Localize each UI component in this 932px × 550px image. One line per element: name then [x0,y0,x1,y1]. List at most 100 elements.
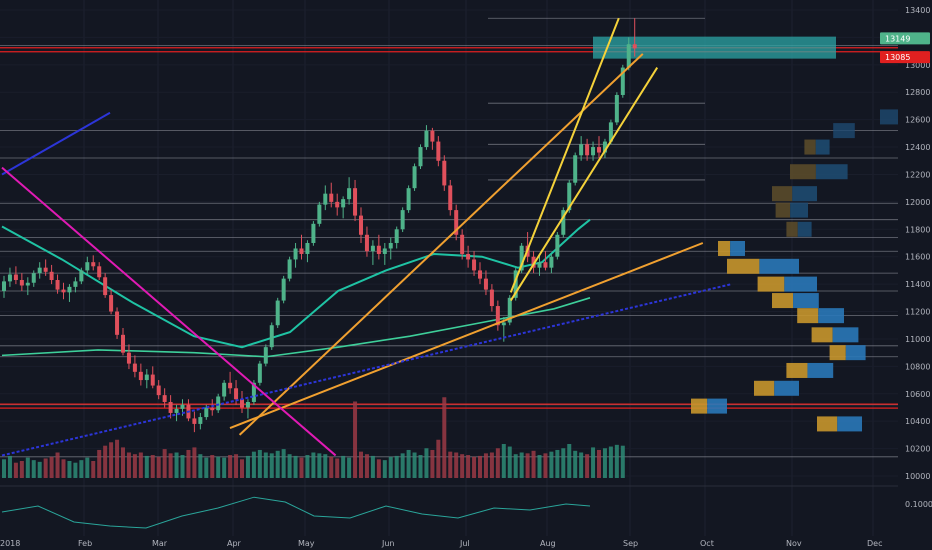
candle-body[interactable] [466,253,471,260]
candle-body[interactable] [269,325,274,348]
candle-body[interactable] [454,210,459,235]
candle-body[interactable] [376,245,381,254]
candle-body[interactable] [299,248,304,254]
candle-body[interactable] [483,278,488,290]
candle-body[interactable] [573,155,578,183]
candle-body[interactable] [311,223,316,243]
candle-body[interactable] [126,352,131,364]
candle-body[interactable] [382,248,387,254]
trendline-yellow[interactable] [509,17,620,293]
candle-body[interactable] [537,262,542,268]
candle-body[interactable] [597,147,601,153]
candle-body[interactable] [400,210,405,230]
candle-body[interactable] [335,201,340,208]
candle-body[interactable] [406,188,411,211]
trendline-blue[interactable] [1,111,111,176]
trendlines[interactable] [1,17,732,457]
candle-body[interactable] [251,382,256,402]
candle-body[interactable] [257,363,262,383]
candle-body[interactable] [25,282,30,286]
candle-body[interactable] [591,147,596,156]
candle-body[interactable] [85,262,90,271]
candle-body[interactable] [31,273,36,283]
trendline-yellow[interactable] [509,67,659,302]
candle-body[interactable] [579,144,584,156]
candle-body[interactable] [115,311,120,335]
candle-body[interactable] [67,286,72,293]
candle-body[interactable] [614,94,619,123]
trendline-orange[interactable] [238,53,644,436]
candle-body[interactable] [424,130,429,148]
candle-body[interactable] [103,277,108,296]
candle-body[interactable] [7,274,12,282]
candle-body[interactable] [329,193,334,202]
candle-body[interactable] [79,270,84,282]
candle-body[interactable] [388,243,393,249]
candle-body[interactable] [222,382,227,397]
candle-body[interactable] [412,166,417,189]
candle-body[interactable] [442,160,447,186]
candle-body[interactable] [198,417,203,424]
candle-body[interactable] [460,234,465,254]
candle-body[interactable] [620,67,625,95]
candle-body[interactable] [602,141,607,153]
candle-body[interactable] [317,204,322,224]
candle-body[interactable] [43,267,48,272]
candle-body[interactable] [210,407,215,411]
candle-body[interactable] [37,267,42,274]
candle-body[interactable] [394,229,399,243]
candle-body[interactable] [263,347,268,364]
candle-body[interactable] [61,289,66,293]
candle-body[interactable] [436,141,441,161]
candle-body[interactable] [519,245,524,271]
candle-body[interactable] [121,334,125,353]
candle-body[interactable] [347,188,352,200]
candle-body[interactable] [19,280,24,286]
candle-body[interactable] [73,281,78,287]
candle-body[interactable] [418,147,423,167]
candle-body[interactable] [359,215,363,235]
candle-body[interactable] [561,210,566,235]
trendline-orange[interactable] [229,242,704,429]
candle-body[interactable] [341,199,346,208]
candle-body[interactable] [132,363,137,372]
candle-body[interactable] [305,243,310,254]
candle-body[interactable] [192,418,197,424]
candle-body[interactable] [501,322,506,326]
candle-body[interactable] [174,408,179,413]
candle-body[interactable] [150,374,155,386]
candle-body[interactable] [370,245,375,252]
candles[interactable] [2,18,637,433]
candle-body[interactable] [109,295,114,312]
candle-body[interactable] [97,266,102,278]
candle-body[interactable] [478,270,482,279]
candle-body[interactable] [293,248,298,260]
candle-body[interactable] [281,278,286,301]
candle-body[interactable] [234,388,239,400]
candle-body[interactable] [91,262,96,267]
candle-body[interactable] [585,144,590,156]
candle-body[interactable] [13,274,18,281]
candle-body[interactable] [168,401,173,413]
candle-body[interactable] [632,44,637,49]
candle-body[interactable] [495,306,500,326]
candle-body[interactable] [228,382,233,389]
candle-body[interactable] [507,297,512,323]
candle-body[interactable] [364,234,369,252]
trendline-magenta[interactable] [1,166,337,457]
candle-body[interactable] [626,44,631,68]
candle-body[interactable] [531,256,536,268]
candle-body[interactable] [162,395,167,402]
candle-body[interactable] [2,281,6,291]
candle-body[interactable] [144,374,149,381]
candle-body[interactable] [180,404,185,409]
candle-body[interactable] [323,193,328,205]
candle-body[interactable] [240,399,244,408]
candle-body[interactable] [49,271,54,281]
candle-body[interactable] [287,259,292,279]
candle-body[interactable] [275,300,280,326]
candle-body[interactable] [156,385,161,396]
candle-body[interactable] [567,182,572,211]
candle-body[interactable] [55,280,60,290]
